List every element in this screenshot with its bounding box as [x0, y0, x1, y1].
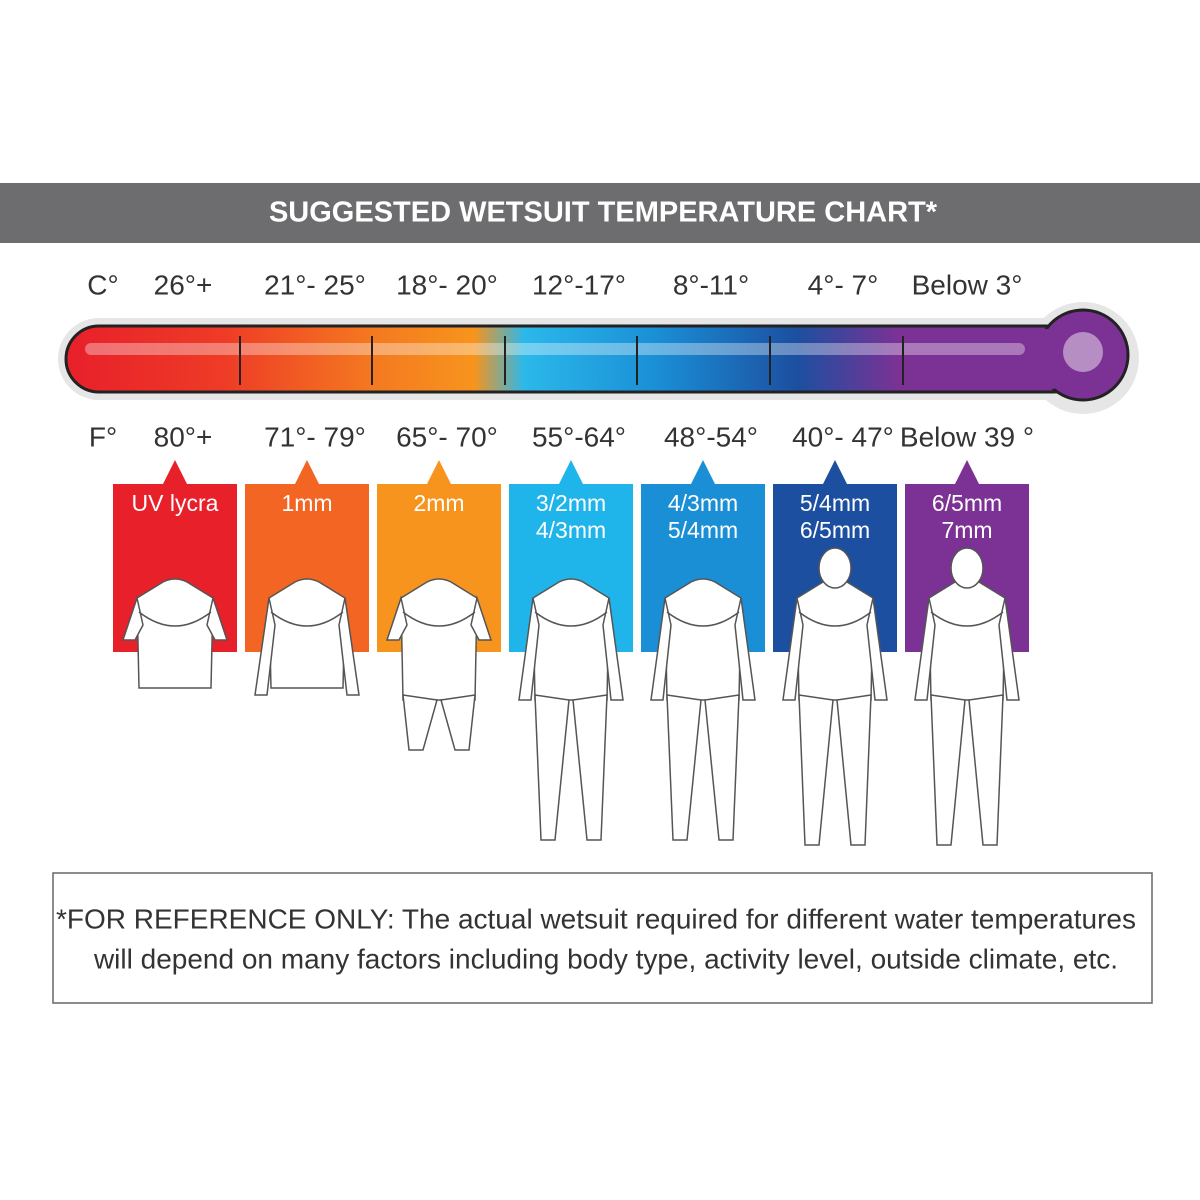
suit-figure	[121, 578, 229, 689]
leg	[572, 694, 608, 841]
torso	[928, 578, 1006, 701]
footnote-line: will depend on many factors including bo…	[93, 943, 1118, 974]
fahrenheit-range: 80°+	[154, 421, 213, 452]
suit-figure	[782, 547, 888, 846]
leg	[836, 694, 872, 846]
arm	[206, 595, 229, 641]
header-bar	[0, 183, 1200, 243]
celsius-range: 26°+	[154, 269, 213, 300]
leg	[704, 694, 740, 841]
hood	[818, 547, 852, 589]
leg	[440, 694, 476, 751]
celsius-range: 4°- 7°	[808, 269, 879, 300]
fahrenheit-range: Below 39 °	[900, 421, 1034, 452]
leg	[798, 694, 834, 846]
footnote-line: *FOR REFERENCE ONLY: The actual wetsuit …	[56, 903, 1136, 934]
footnote-box	[52, 872, 1153, 1004]
suit-figure	[914, 547, 1020, 846]
arm	[518, 597, 540, 701]
leg	[968, 694, 1004, 846]
chest-seam	[402, 611, 476, 627]
leg	[402, 694, 438, 751]
celsius-range: 18°- 20°	[396, 269, 498, 300]
fahrenheit-range: 48°-54°	[664, 421, 758, 452]
arm	[338, 597, 360, 696]
arm	[998, 597, 1020, 701]
torso	[136, 578, 214, 689]
fahrenheit-range: 55°-64°	[532, 421, 626, 452]
suit-label: 5/4mm	[800, 490, 870, 516]
fahrenheit-unit: F°	[89, 421, 117, 452]
suit-label: 6/5mm	[800, 517, 870, 543]
torso	[796, 578, 874, 701]
arm	[734, 597, 756, 701]
arm	[470, 595, 493, 641]
torso	[664, 578, 742, 701]
suit-label: 4/3mm	[536, 517, 606, 543]
fahrenheit-range: 40°- 47°	[792, 421, 894, 452]
celsius-range: Below 3°	[912, 269, 1023, 300]
celsius-unit: C°	[87, 269, 118, 300]
suit-label: 5/4mm	[668, 517, 738, 543]
arm	[385, 595, 408, 641]
arm	[782, 597, 804, 701]
suit-label: 6/5mm	[932, 490, 1002, 516]
leg	[930, 694, 966, 846]
suit-figure	[385, 578, 493, 751]
suit-figure	[518, 578, 624, 841]
suit-label: 1mm	[281, 490, 332, 516]
torso	[400, 578, 478, 701]
leg	[666, 694, 702, 841]
celsius-range: 8°-11°	[673, 269, 749, 300]
chest-seam	[798, 611, 872, 627]
suit-figure	[254, 578, 360, 696]
arm	[121, 595, 144, 641]
arm	[914, 597, 936, 701]
thermometer	[58, 302, 1139, 414]
celsius-range: 21°- 25°	[264, 269, 366, 300]
suit-label: 3/2mm	[536, 490, 606, 516]
torso	[532, 578, 610, 701]
chest-seam	[930, 611, 1004, 627]
hood	[950, 547, 984, 589]
arm	[866, 597, 888, 701]
fahrenheit-range: 71°- 79°	[264, 421, 366, 452]
suit-label: 2mm	[413, 490, 464, 516]
suit-label: 7mm	[941, 517, 992, 543]
suit-label: UV lycra	[132, 490, 219, 516]
title: SUGGESTED WETSUIT TEMPERATURE CHART*	[269, 197, 938, 229]
arm	[602, 597, 624, 701]
fahrenheit-range: 65°- 70°	[396, 421, 498, 452]
celsius-range: 12°-17°	[532, 269, 626, 300]
chest-seam	[270, 611, 344, 627]
torso	[268, 578, 346, 689]
leg	[534, 694, 570, 841]
suit-figure	[650, 578, 756, 841]
chest-seam	[666, 611, 740, 627]
arm	[254, 597, 276, 696]
suit-label: 4/3mm	[668, 490, 738, 516]
chest-seam	[534, 611, 608, 627]
chest-seam	[138, 611, 212, 627]
arm	[650, 597, 672, 701]
